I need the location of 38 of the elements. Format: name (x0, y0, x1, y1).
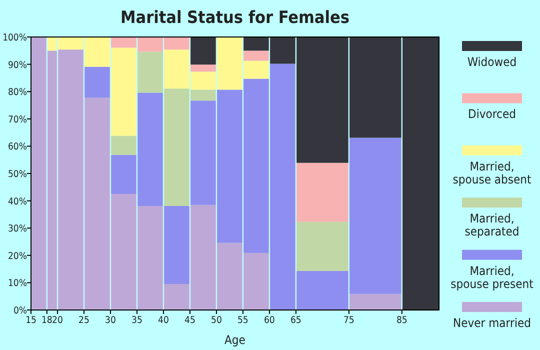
x-tick-label: 18 (41, 315, 52, 326)
bar (190, 64, 216, 72)
y-tick-label: 100% (2, 32, 27, 44)
bar (163, 206, 190, 284)
y-tick-label: 50% (8, 169, 27, 180)
x-tick-label: 30 (105, 315, 116, 326)
x-tick-label: 65 (290, 315, 302, 326)
x-tick-label: 25 (78, 315, 90, 326)
y-tick-label: 20% (8, 250, 27, 262)
y-tick-label: 60% (8, 142, 27, 153)
legend-label: Widowed (467, 55, 517, 69)
x-tick-label: 40 (158, 315, 169, 326)
y-tick-label: 80% (8, 87, 27, 98)
chart-title: Marital Status for Females (120, 8, 350, 28)
y-tick-label: 40% (8, 196, 27, 208)
bar (110, 136, 137, 155)
x-axis-title: Age (224, 333, 246, 347)
legend-label: Married, spouse present (450, 264, 534, 291)
x-tick-label: 20 (52, 315, 63, 326)
legend-label: Married, spouse absent (452, 159, 532, 186)
x-tick-label: 85 (396, 315, 408, 326)
y-tick-label: 10% (8, 278, 27, 290)
legend-label: Divorced (468, 107, 516, 122)
x-tick-label: 35 (132, 315, 142, 326)
x-tick-label: 55 (238, 315, 248, 326)
y-tick-label: 0% (13, 306, 27, 316)
bar (242, 50, 270, 61)
x-tick-label: 75 (343, 315, 354, 326)
x-tick-label: 45 (184, 315, 196, 326)
y-tick-label: 90% (8, 60, 27, 71)
legend-label: Never married (453, 316, 531, 330)
x-tick-label: 60 (264, 315, 275, 326)
x-tick-label: 15 (26, 315, 36, 326)
y-tick-label: 70% (8, 114, 27, 126)
legend-label: Married, separated (464, 212, 520, 239)
bar (84, 66, 110, 98)
y-tick-label: 30% (8, 224, 27, 235)
x-tick-label: 50 (211, 315, 222, 326)
